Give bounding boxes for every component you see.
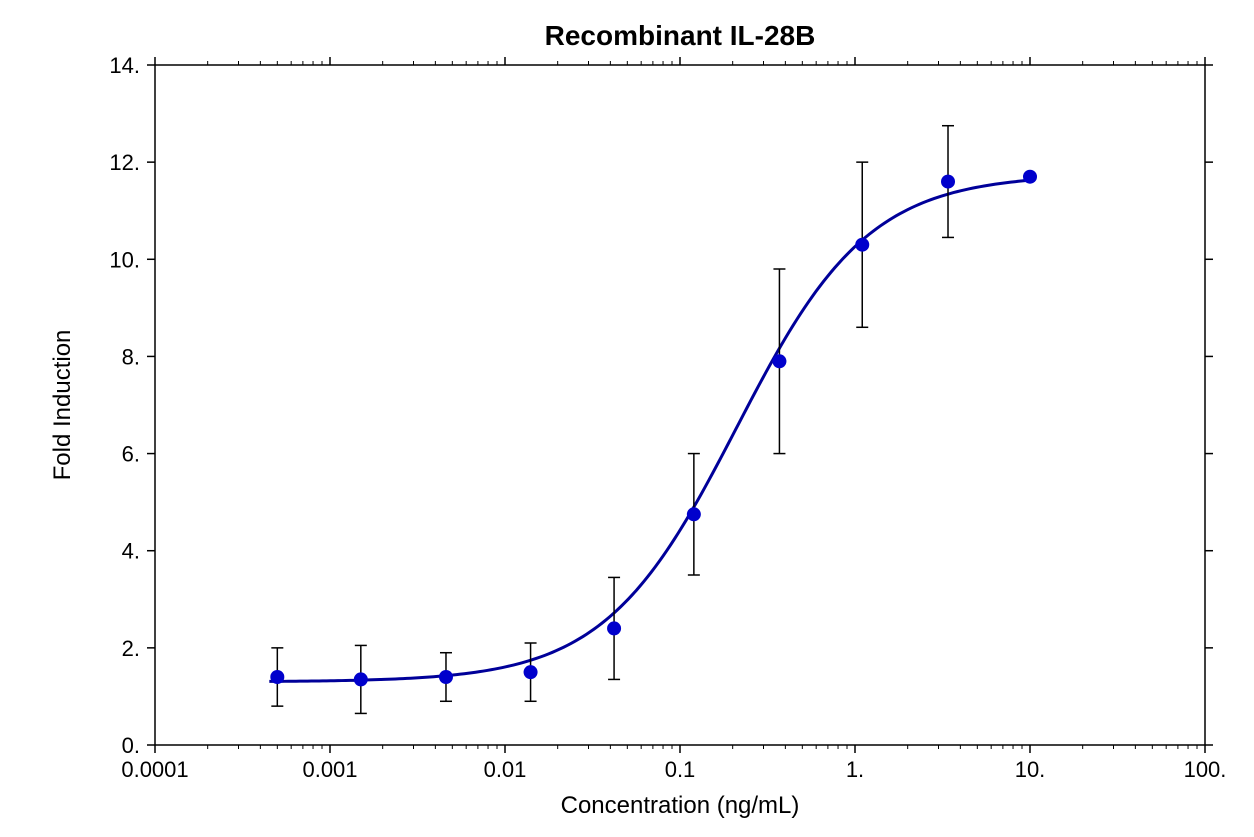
error-bars (271, 126, 1036, 714)
y-tick-label: 10. (109, 247, 140, 272)
x-tick-label: 1. (846, 757, 864, 782)
x-tick-label: 0.0001 (121, 757, 188, 782)
x-tick-label: 100. (1184, 757, 1227, 782)
y-tick-label: 4. (122, 539, 140, 564)
data-point (855, 238, 869, 252)
x-tick-label: 10. (1015, 757, 1046, 782)
y-tick-label: 6. (122, 442, 140, 467)
y-tick-label: 14. (109, 53, 140, 78)
y-tick-label: 0. (122, 733, 140, 758)
chart-title: Recombinant IL-28B (545, 20, 816, 51)
x-tick-label: 0.01 (484, 757, 527, 782)
y-tick-label: 12. (109, 150, 140, 175)
data-point (941, 175, 955, 189)
data-point (607, 621, 621, 635)
y-ticks: 0. 2. 4. 6. 8. 10. 12. 14. (109, 53, 1213, 758)
data-point (1023, 170, 1037, 184)
y-tick-label: 2. (122, 636, 140, 661)
data-point (439, 670, 453, 684)
data-point (772, 354, 786, 368)
x-ticks: 0.0001 0.001 0.01 0.1 1. 10. 100. (121, 57, 1226, 782)
data-point (524, 665, 538, 679)
chart-svg: Recombinant IL-28B 0.0001 0.001 0.01 0.1 1. 1… (0, 0, 1254, 837)
plot-border (155, 65, 1205, 745)
fit-curve (269, 180, 1033, 682)
data-point (354, 672, 368, 686)
data-points (270, 170, 1037, 687)
data-point (687, 507, 701, 521)
y-axis-label: Fold Induction (49, 330, 76, 481)
x-axis-label: Concentration (ng/mL) (561, 792, 800, 819)
x-tick-label: 0.001 (302, 757, 357, 782)
data-point (270, 670, 284, 684)
chart-container: Recombinant IL-28B 0.0001 0.001 0.01 0.1 1. 1… (0, 0, 1254, 837)
y-tick-label: 8. (122, 344, 140, 369)
x-tick-label: 0.1 (665, 757, 696, 782)
